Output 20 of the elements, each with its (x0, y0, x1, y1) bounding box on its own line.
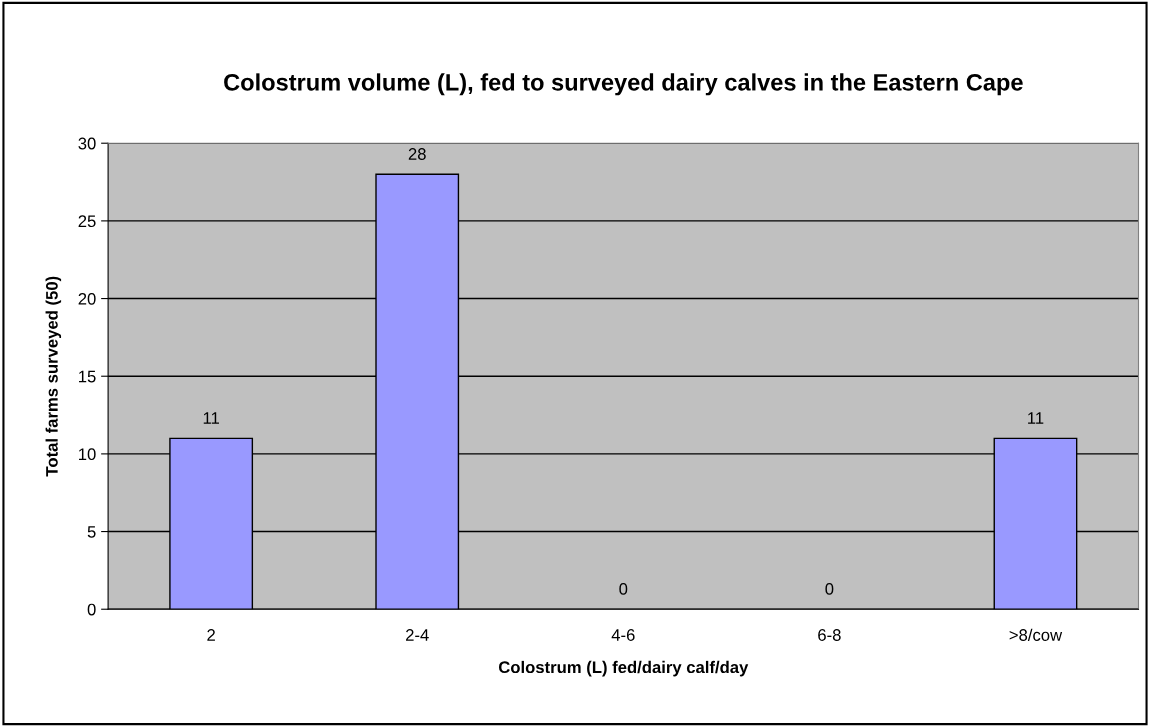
y-tick-label: 20 (78, 292, 96, 305)
y-tick-label: 15 (79, 370, 96, 383)
data-label: 11 (1028, 412, 1044, 424)
y-tick-label: 25 (78, 215, 96, 228)
y-axis-title: Total farms surveyed (50) (45, 276, 62, 477)
data-label: 0 (825, 583, 834, 595)
x-tick-label: 2 (207, 629, 215, 641)
data-label: 11 (203, 412, 219, 424)
y-tick-label: 5 (87, 526, 96, 538)
x-axis-title: Colostrum (L) fed/dairy calf/day (498, 660, 749, 677)
data-label: 0 (619, 583, 628, 595)
chart-title: Colostrum volume (L), fed to surveyed dairy calves in the Eastern Cape (224, 73, 1023, 96)
x-tick-label: 6-8 (818, 629, 841, 641)
y-tick-label: 0 (87, 603, 96, 616)
x-tick-label: >8/cow (1009, 628, 1063, 641)
x-tick-label: 2-4 (406, 629, 429, 641)
x-tick-label: 4-6 (611, 629, 635, 641)
y-tick-label: 30 (78, 137, 96, 150)
y-tick-label: 10 (79, 448, 96, 461)
data-label: 28 (408, 148, 426, 160)
